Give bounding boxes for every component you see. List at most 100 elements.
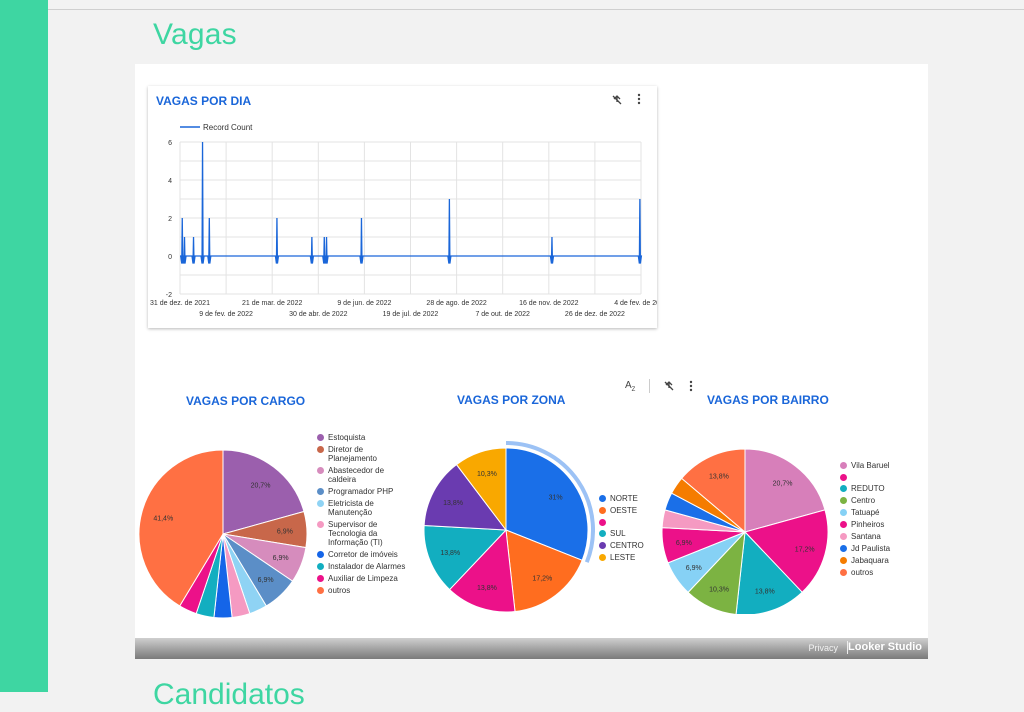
- pie-slice-label: 41,4%: [153, 515, 173, 522]
- pie-slice-label: 6,9%: [676, 540, 692, 547]
- legend-swatch: [599, 554, 606, 561]
- legend-label: SUL: [610, 529, 626, 538]
- privacy-link[interactable]: Privacy: [808, 643, 838, 653]
- legend-item[interactable]: Vila Baruel: [840, 461, 920, 470]
- x-tick-label: 28 de ago. de 2022: [426, 300, 486, 307]
- legend-item[interactable]: Jabaquara: [840, 556, 920, 565]
- pie-slice-label: 13,8%: [477, 585, 497, 592]
- legend-item[interactable]: [840, 473, 920, 481]
- legend-swatch: [599, 519, 606, 526]
- filter-off-icon[interactable]: [663, 380, 675, 394]
- legend-item[interactable]: Instalador de Alarmes: [317, 562, 412, 571]
- x-tick-label: 30 de abr. de 2022: [289, 311, 347, 318]
- sort-az-icon[interactable]: AZ: [625, 380, 635, 396]
- more-vert-icon[interactable]: [689, 380, 693, 394]
- legend-item[interactable]: LESTE: [599, 553, 669, 562]
- legend-label: Pinheiros: [851, 520, 884, 529]
- looker-studio-logo[interactable]: Looker Studio: [848, 641, 922, 653]
- pie-slice-label: 13,8%: [443, 500, 463, 507]
- legend-item[interactable]: Abastecedor de caldeira: [317, 466, 412, 484]
- y-tick-label: 4: [168, 178, 172, 185]
- legend-item[interactable]: Eletricista de Manutenção: [317, 499, 412, 517]
- legend-label: Centro: [851, 496, 875, 505]
- legend-item[interactable]: Jd Paulista: [840, 544, 920, 553]
- legend-label: CENTRO: [610, 541, 644, 550]
- legend-item[interactable]: Centro: [840, 496, 920, 505]
- legend-item[interactable]: [599, 518, 669, 526]
- legend-item[interactable]: Programador PHP: [317, 487, 412, 496]
- legend-label: Instalador de Alarmes: [328, 562, 405, 571]
- x-tick-label: 4 de fev. de 2023: [614, 300, 657, 307]
- legend-label: Auxiliar de Limpeza: [328, 574, 398, 583]
- legend-swatch: [840, 569, 847, 576]
- pie-slice-label: 13,8%: [440, 550, 460, 557]
- legend-swatch: [317, 500, 324, 507]
- legend-label: Jabaquara: [851, 556, 889, 565]
- legend-item[interactable]: REDUTO: [840, 484, 920, 493]
- pie-chart-bairro: 20,7%17,2%13,8%10,3%6,9%6,9%13,8%: [655, 434, 835, 614]
- report-footer: Privacy Looker Studio: [135, 638, 928, 659]
- legend-item[interactable]: CENTRO: [599, 541, 669, 550]
- legend-item[interactable]: Pinheiros: [840, 520, 920, 529]
- legend-swatch: [317, 563, 324, 570]
- pie-slice-label: 10,3%: [477, 471, 497, 478]
- legend-item[interactable]: Tatuapé: [840, 508, 920, 517]
- pie-slice-label: 6,9%: [277, 529, 293, 536]
- legend-label: Diretor de Planejamento: [328, 445, 412, 463]
- legend-swatch: [840, 509, 847, 516]
- legend-item[interactable]: Supervisor de Tecnologia da Informação (…: [317, 520, 412, 547]
- legend-cargo: Estoquista Diretor de Planejamento Abastec…: [317, 433, 412, 598]
- x-tick-label: 16 de nov. de 2022: [519, 300, 579, 307]
- legend-swatch: [840, 521, 847, 528]
- y-tick-label: 0: [168, 254, 172, 261]
- x-tick-label: 26 de dez. de 2022: [565, 311, 625, 318]
- legend-item[interactable]: Auxiliar de Limpeza: [317, 574, 412, 583]
- legend-label: NORTE: [610, 494, 638, 503]
- legend-swatch: [317, 467, 324, 474]
- legend-swatch: [317, 587, 324, 594]
- legend-item[interactable]: SUL: [599, 529, 669, 538]
- legend-swatch: [840, 497, 847, 504]
- legend-label: Tatuapé: [851, 508, 879, 517]
- pie-slice-label: 20,7%: [773, 481, 793, 488]
- toolbar-divider: [649, 379, 650, 393]
- pie-slice-label: 6,9%: [686, 565, 702, 572]
- x-tick-label: 9 de fev. de 2022: [199, 311, 253, 318]
- legend-item[interactable]: Diretor de Planejamento: [317, 445, 412, 463]
- legend-swatch: [317, 575, 324, 582]
- legend-label: Jd Paulista: [851, 544, 890, 553]
- legend-item[interactable]: OESTE: [599, 506, 669, 515]
- legend-swatch: [840, 545, 847, 552]
- y-tick-label: -2: [166, 292, 172, 299]
- legend-item[interactable]: outros: [840, 568, 920, 577]
- legend-item[interactable]: NORTE: [599, 494, 669, 503]
- pie-slice-label: 6,9%: [258, 577, 274, 584]
- pie-title-cargo: VAGAS POR CARGO: [186, 394, 305, 408]
- legend-item[interactable]: outros: [317, 586, 412, 595]
- legend-swatch: [840, 557, 847, 564]
- x-tick-label: 7 de out. de 2022: [475, 311, 530, 318]
- legend-label: LESTE: [610, 553, 635, 562]
- legend-swatch: [599, 542, 606, 549]
- legend-label: Abastecedor de caldeira: [328, 466, 412, 484]
- pie-slice-label: 17,2%: [532, 576, 552, 583]
- legend-swatch: [840, 474, 847, 481]
- legend-item[interactable]: Corretor de imóveis: [317, 550, 412, 559]
- legend-item[interactable]: Estoquista: [317, 433, 412, 442]
- legend-label: Supervisor de Tecnologia da Informação (…: [328, 520, 412, 547]
- pie-chart-zona: 31%17,2%13,8%13,8%13,8%10,3%: [415, 439, 595, 619]
- pie-slice-label: 10,3%: [709, 586, 729, 593]
- legend-swatch: [840, 462, 847, 469]
- legend-label: OESTE: [610, 506, 637, 515]
- next-section-title: Candidatos: [153, 678, 305, 712]
- legend-label: Record Count: [203, 123, 253, 132]
- legend-swatch: [317, 488, 324, 495]
- legend-label: REDUTO: [851, 484, 885, 493]
- pie-slice-label: 6,9%: [273, 555, 289, 562]
- legend-item[interactable]: Santana: [840, 532, 920, 541]
- x-tick-label: 21 de mar. de 2022: [242, 300, 302, 307]
- legend-swatch: [599, 495, 606, 502]
